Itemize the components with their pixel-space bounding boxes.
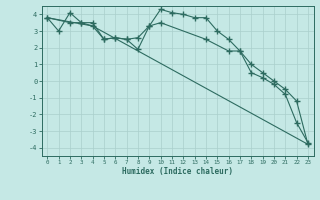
X-axis label: Humidex (Indice chaleur): Humidex (Indice chaleur)	[122, 167, 233, 176]
